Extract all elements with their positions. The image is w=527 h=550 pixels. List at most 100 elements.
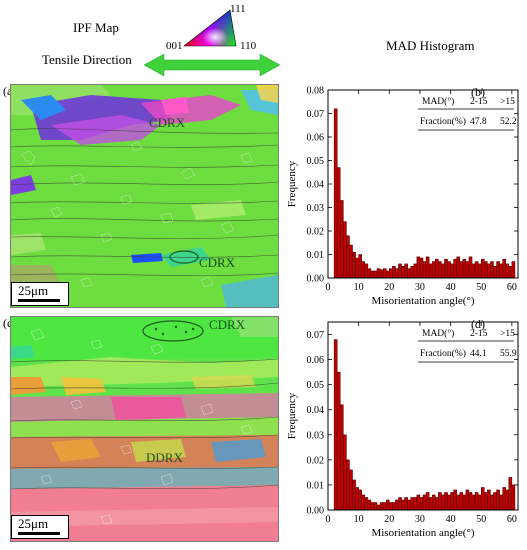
y-tick-label: 0.00: [307, 274, 325, 285]
y-tick-label: 0.05: [307, 156, 325, 167]
histogram-bar: [459, 492, 464, 511]
x-tick-label: 60: [507, 282, 517, 293]
x-tick-label: 0: [326, 282, 331, 293]
histogram-bar: [422, 261, 427, 279]
histogram-bar: [401, 266, 405, 279]
histogram-bar: [499, 263, 503, 279]
histogram-bar: [389, 502, 393, 511]
panel-label: (d): [471, 317, 485, 331]
y-tick-label: 0.01: [307, 250, 325, 261]
table-header-cell: >15: [500, 97, 515, 107]
histogram-bar: [395, 499, 399, 511]
table-header-cell: 2-15: [470, 97, 488, 107]
cdrx-label-a-bottom: CDRX: [199, 255, 236, 270]
histogram-bar: [373, 502, 378, 511]
histogram-bar: [496, 261, 500, 279]
plot-frame: [327, 321, 519, 511]
ipf-map-c-image: [11, 317, 278, 541]
ipf-map-title: IPF Map: [73, 20, 119, 35]
ipf-map-a-image: [11, 85, 278, 307]
histogram-bar: [392, 502, 396, 511]
ipf-color-triangle: [183, 9, 237, 47]
histogram-bar: [419, 257, 424, 279]
histogram-bar: [508, 266, 513, 279]
histogram-bar: [465, 261, 470, 279]
tensile-direction-title: Tensile Direction: [42, 52, 132, 67]
histogram-bar: [346, 235, 350, 279]
histogram-bar: [364, 263, 369, 279]
histogram-bar: [361, 494, 366, 511]
histogram-bar: [450, 263, 454, 279]
histogram-bar: [456, 256, 461, 279]
histogram-bar: [407, 268, 411, 279]
histogram-bar: [352, 251, 356, 279]
y-tick-label: 0.02: [307, 227, 325, 238]
histogram-bar: [462, 494, 467, 511]
histogram-bar: [453, 489, 457, 511]
histogram-bar: [343, 434, 347, 511]
y-tick-label: 0.07: [307, 330, 325, 341]
histogram-bar: [435, 258, 439, 279]
histogram-bar: [349, 469, 353, 511]
y-axis-label: Frequency: [286, 392, 298, 439]
histogram-bar: [502, 258, 506, 279]
y-tick-label: 0.06: [307, 133, 325, 144]
table-row-cell: Fraction(%): [420, 348, 466, 359]
histogram-bar: [447, 261, 451, 279]
ipf-map-c: CDRX DDRX 25μm: [10, 316, 279, 542]
histogram-bar: [499, 494, 503, 511]
histogram-bar: [395, 268, 399, 279]
histogram-bar: [340, 200, 344, 279]
histogram-bar: [392, 266, 396, 279]
ipf-label-001: 001: [166, 40, 183, 52]
histogram-bar: [385, 499, 390, 511]
histogram-bar: [367, 268, 372, 279]
histogram-bar: [490, 494, 494, 511]
histogram-bar: [480, 487, 485, 511]
y-tick-label: 0.01: [307, 480, 325, 491]
x-tick-label: 20: [384, 282, 394, 293]
mad-histogram-title: MAD Histogram: [386, 38, 475, 53]
histogram-bar: [398, 497, 402, 511]
table-header-cell: >15: [500, 329, 515, 339]
histogram-bar: [376, 268, 381, 279]
scale-bar-c: 25μm: [11, 515, 69, 539]
histogram-bar: [441, 494, 445, 511]
ipf-map-a: CDRX CDRX 25μm: [10, 84, 279, 308]
histogram-bar: [407, 499, 411, 511]
histogram-bar: [505, 263, 510, 279]
histogram-bar: [398, 263, 402, 279]
ipf-label-110: 110: [240, 40, 257, 52]
histogram-bar: [511, 261, 516, 279]
histogram-bar: [468, 256, 473, 279]
histogram-bar: [484, 492, 488, 511]
histogram-bar: [358, 254, 362, 279]
histogram-bar: [438, 492, 442, 511]
scale-bar-a: 25μm: [11, 282, 69, 306]
ipf-label-111: 111: [230, 3, 246, 15]
histogram-bar: [456, 494, 461, 511]
y-tick-label: 0.04: [307, 180, 325, 191]
y-tick-label: 0.07: [307, 109, 325, 120]
table-row-cell: 55.9: [500, 349, 517, 359]
histogram-bar: [361, 261, 366, 279]
histogram-bar: [355, 487, 359, 511]
x-tick-label: 50: [476, 514, 486, 525]
histogram-bar: [367, 499, 372, 511]
histogram-bar: [373, 270, 378, 279]
histogram-bar: [468, 492, 473, 511]
histogram-bar: [487, 263, 491, 279]
table-header-cell: 2-15: [470, 329, 488, 339]
histogram-bar: [343, 221, 347, 279]
ddrx-label-c: DDRX: [146, 450, 183, 465]
histogram-bar: [480, 258, 485, 279]
scale-bar-a-line: [18, 299, 60, 302]
histogram-bar: [379, 269, 384, 279]
plot-frame: [327, 89, 519, 279]
histogram-bar: [376, 504, 381, 511]
x-tick-label: 40: [446, 282, 456, 293]
cdrx-label-c: CDRX: [209, 317, 246, 332]
x-tick-label: 30: [415, 514, 425, 525]
scale-bar-c-text: 25μm: [18, 516, 49, 531]
histogram-bar: [487, 489, 491, 511]
